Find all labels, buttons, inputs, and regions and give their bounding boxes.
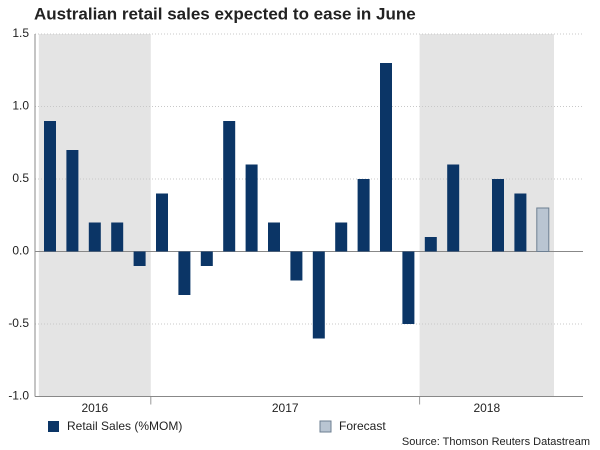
- bar: [514, 193, 527, 252]
- bar: [245, 164, 258, 252]
- bar: [111, 222, 124, 252]
- y-tick-label: 0.5: [12, 171, 29, 185]
- period-shade: [419, 34, 554, 397]
- bar: [536, 207, 550, 252]
- y-tick-label: 0.0: [12, 244, 29, 258]
- y-tick-label: 1.0: [12, 99, 29, 113]
- bar: [156, 193, 168, 252]
- bar: [380, 63, 392, 252]
- chart-title: Australian retail sales expected to ease…: [34, 4, 416, 23]
- y-tick-label: 1.5: [12, 26, 29, 40]
- x-group-label: 2018: [473, 401, 500, 415]
- bar: [357, 179, 370, 252]
- y-tick-label: -0.5: [8, 316, 29, 330]
- bar: [223, 121, 236, 252]
- y-tick-label: -1.0: [8, 389, 29, 403]
- source: Source: Thomson Reuters Datastream: [402, 436, 590, 448]
- period-shade: [38, 34, 151, 397]
- bar: [44, 121, 56, 252]
- legend-label: Retail Sales (%MOM): [67, 419, 182, 433]
- bar: [88, 222, 101, 252]
- legend-label: Forecast: [339, 419, 386, 433]
- x-group-label: 2017: [272, 401, 299, 415]
- bar: [133, 251, 146, 266]
- legend-swatch: [48, 421, 59, 432]
- legend-swatch: [319, 420, 332, 433]
- bar: [178, 251, 191, 295]
- bar: [402, 251, 415, 324]
- bar: [335, 222, 348, 252]
- bar: [492, 179, 504, 252]
- bar: [312, 251, 325, 339]
- bar: [447, 164, 460, 252]
- bar: [200, 251, 213, 266]
- bar: [290, 251, 303, 281]
- x-group-label: 2016: [81, 401, 108, 415]
- bar: [66, 150, 79, 252]
- bar: [268, 222, 280, 252]
- bar: [424, 237, 437, 252]
